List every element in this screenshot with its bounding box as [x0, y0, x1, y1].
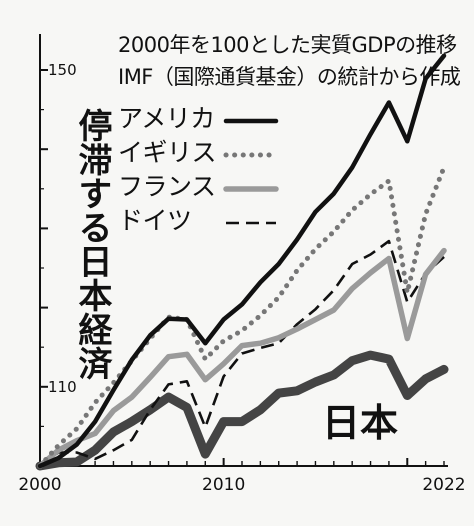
chart-title: 停滞する日本経済 — [72, 108, 112, 380]
x-tick-label-2000: 2000 — [18, 475, 61, 495]
series-line-uk — [37, 164, 447, 469]
chart-source-note: IMF（国際通貨基金）の統計から作成 — [118, 65, 461, 89]
series-line-japan — [35, 350, 449, 471]
chart-axes — [39, 34, 448, 467]
x-tick-label-2022: 2022 — [422, 475, 465, 495]
chart-tick-labels: 150 110 2000 2010 2022 — [18, 61, 465, 495]
y-tick-label-110: 110 — [48, 378, 77, 396]
series-line-usa — [37, 53, 447, 469]
series-line-germany — [39, 239, 445, 468]
legend-label-france: フランス — [118, 172, 216, 201]
x-tick-label-2010: 2010 — [202, 475, 245, 495]
legend-label-usa: アメリカ — [118, 104, 215, 133]
chart-legend-swatches — [223, 118, 279, 225]
y-tick-label-150: 150 — [48, 61, 77, 79]
chart-subtitle: 2000年を100とした実質GDPの推移 — [118, 33, 457, 57]
series-line-france — [37, 247, 447, 469]
legend-label-uk: イギリス — [118, 138, 217, 167]
chart-series-layer — [35, 53, 449, 471]
series-label-japan: 日本 — [322, 401, 399, 445]
legend-label-germany: ドイツ — [118, 206, 192, 235]
